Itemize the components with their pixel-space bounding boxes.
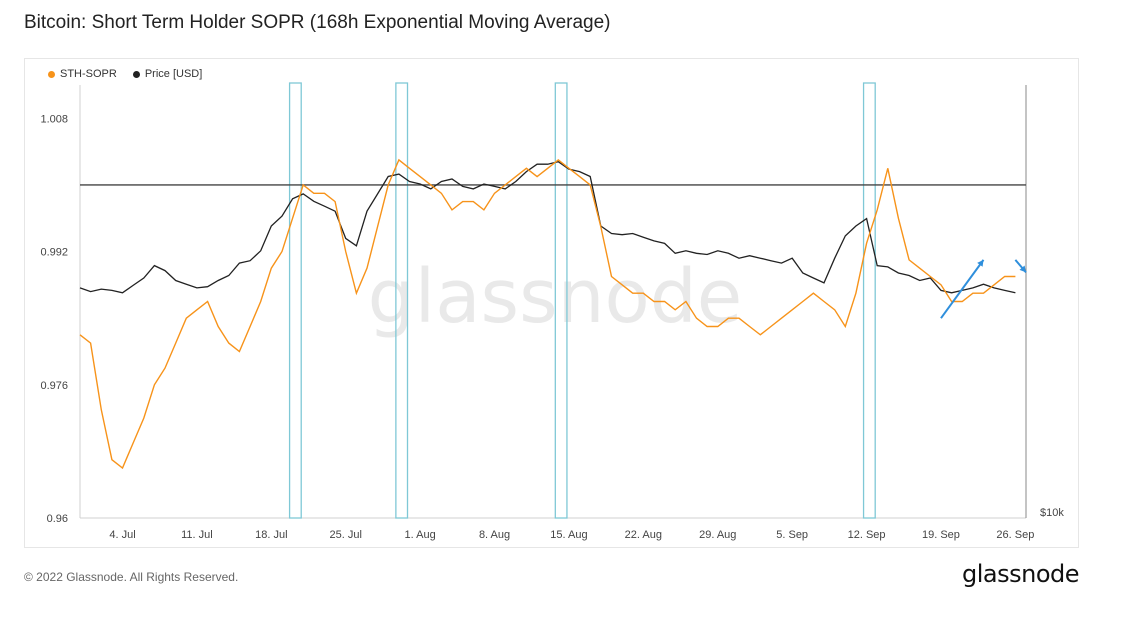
- y-tick-label-2: 0.976: [40, 380, 68, 392]
- x-tick-label-8: 29. Aug: [699, 529, 736, 541]
- y-tick-label-1: 0.992: [40, 247, 68, 259]
- highlight-window-2: [554, 82, 568, 519]
- legend-item-sopr[interactable]: STH-SOPR: [48, 68, 117, 80]
- series-line-price: [79, 161, 1016, 294]
- legend-dot-sopr: [48, 70, 55, 78]
- y-tick-label-3: 0.96: [47, 513, 68, 525]
- chart-frame: [24, 58, 1079, 548]
- legend-item-price[interactable]: Price [USD]: [132, 68, 203, 80]
- x-tick-label-7: 22. Aug: [625, 529, 662, 541]
- legend: STH-SOPR Price [USD]: [48, 68, 202, 80]
- legend-label-price: Price [USD]: [144, 68, 203, 80]
- x-tick-label-11: 19. Sep: [922, 529, 960, 541]
- highlight-window-1: [395, 82, 409, 519]
- legend-dot-price: [132, 70, 140, 78]
- x-tick-label-5: 8. Aug: [479, 529, 510, 541]
- copyright-footer: © 2022 Glassnode. All Rights Reserved.: [24, 570, 239, 584]
- y-right-tick-label: $10k: [1040, 507, 1064, 519]
- y-tick-label-0: 1.008: [40, 113, 68, 125]
- x-tick-label-4: 1. Aug: [405, 529, 436, 541]
- brand-logo: glassnode: [961, 560, 1080, 588]
- x-tick-label-2: 18. Jul: [255, 529, 287, 541]
- annotation-arrowhead-0: [977, 259, 984, 267]
- x-tick-label-9: 5. Sep: [776, 529, 808, 541]
- highlight-window-3: [862, 82, 876, 519]
- annotation-arrowhead-1: [1019, 265, 1026, 273]
- annotation-arrow-0: [940, 259, 985, 319]
- series-line-sopr: [79, 158, 1016, 470]
- x-tick-label-3: 25. Jul: [330, 529, 362, 541]
- x-tick-label-1: 11. Jul: [181, 529, 213, 541]
- highlight-window-0: [288, 82, 302, 519]
- x-tick-label-12: 26. Sep: [996, 529, 1034, 541]
- legend-label-sopr: STH-SOPR: [60, 68, 117, 80]
- chart-title: Bitcoin: Short Term Holder SOPR (168h Ex…: [24, 12, 611, 33]
- x-tick-label-10: 12. Sep: [848, 529, 886, 541]
- x-tick-label-0: 4. Jul: [109, 529, 135, 541]
- x-tick-label-6: 15. Aug: [550, 529, 587, 541]
